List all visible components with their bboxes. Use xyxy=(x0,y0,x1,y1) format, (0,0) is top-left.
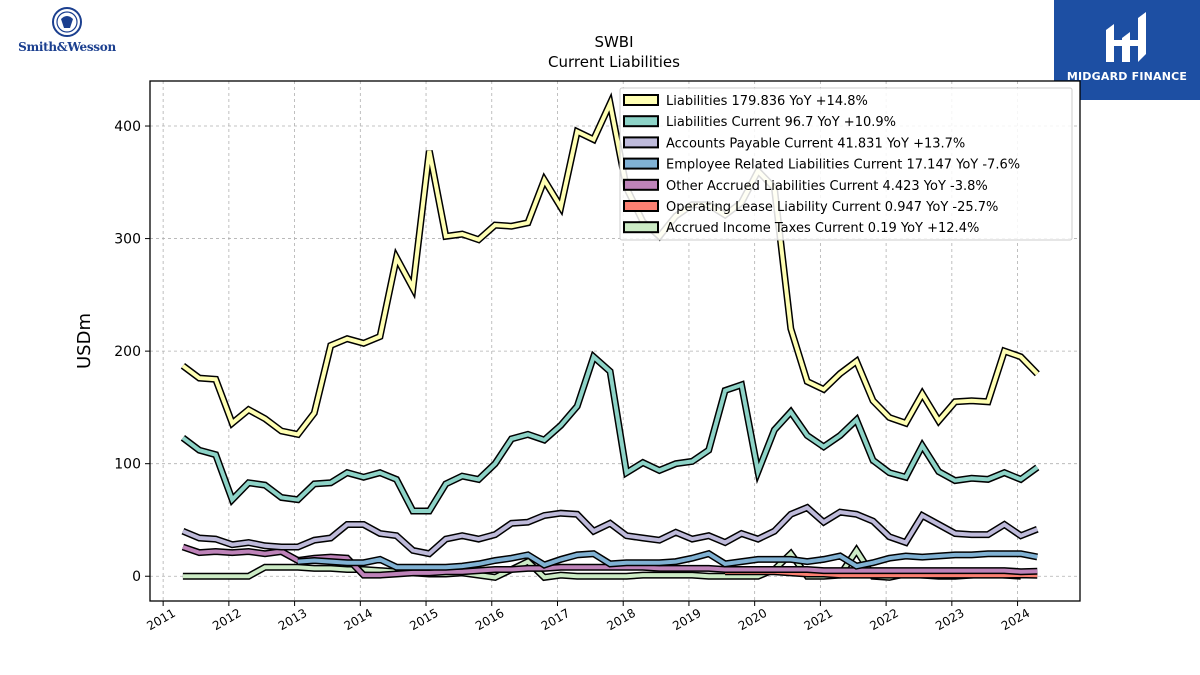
plot-frame xyxy=(149,80,1081,602)
x-tick-label: 2014 xyxy=(342,606,375,633)
legend-label: Accrued Income Taxes Current 0.19 YoY +1… xyxy=(666,221,979,236)
x-tick-label: 2012 xyxy=(210,606,243,633)
y-tick-label: 100 xyxy=(114,457,141,473)
series-liabilities xyxy=(180,92,1040,439)
legend-swatch xyxy=(623,115,659,128)
legend-label: Employee Related Liabilities Current 17.… xyxy=(666,158,1020,173)
y-tick-label: 400 xyxy=(114,119,141,135)
x-tick-label: 2024 xyxy=(999,606,1032,633)
x-tick-label: 2017 xyxy=(539,606,572,633)
series-line xyxy=(182,505,1039,556)
legend-label: Accounts Payable Current 41.831 YoY +13.… xyxy=(666,136,965,151)
legend-swatch xyxy=(623,178,659,191)
x-tick-label: 2019 xyxy=(670,606,703,633)
legend-label: Liabilities 179.836 YoY +14.8% xyxy=(666,94,868,109)
x-tick-label: 2021 xyxy=(802,606,835,633)
series-accounts-payable-current xyxy=(181,503,1039,558)
legend: Liabilities 179.836 YoY +14.8% Liabilitie… xyxy=(619,87,1073,241)
series-line xyxy=(181,97,1039,437)
x-tick-label: 2016 xyxy=(473,606,506,633)
series-employee-related-liabilities-current xyxy=(297,549,1038,571)
x-tick-label: 2018 xyxy=(604,606,637,633)
series-line xyxy=(297,551,1038,570)
legend-label: Operating Lease Liability Current 0.947 … xyxy=(666,200,998,215)
y-axis-label: USDm xyxy=(74,313,95,369)
company-emblem-icon xyxy=(52,7,82,37)
legend-swatch xyxy=(623,200,659,212)
partner-logo: MIDGARD FINANCE xyxy=(1054,0,1200,100)
legend-swatch xyxy=(623,94,659,106)
series-liabilities-current xyxy=(180,350,1040,515)
series-line xyxy=(181,353,1039,513)
legend-swatch xyxy=(623,136,659,149)
legend-swatch xyxy=(623,221,659,234)
company-logo: Smith&Wesson xyxy=(6,6,128,58)
chart-subtitle: Current Liabilities xyxy=(548,53,680,71)
legend-label: Liabilities Current 96.7 YoY +10.9% xyxy=(666,115,896,130)
legend-label: Other Accrued Liabilities Current 4.423 … xyxy=(666,179,988,194)
x-tick-label: 2022 xyxy=(867,606,900,633)
y-tick-label: 300 xyxy=(114,232,141,248)
x-tick-label: 2011 xyxy=(144,606,177,633)
chart-title: SWBI xyxy=(594,33,633,51)
y-tick-label: 0 xyxy=(132,569,141,585)
x-tick-label: 2013 xyxy=(276,606,309,633)
x-tick-label: 2023 xyxy=(933,606,966,633)
legend-box xyxy=(619,87,1073,241)
x-tick-label: 2015 xyxy=(407,606,440,633)
series-layer xyxy=(180,92,1040,582)
partner-emblem-icon xyxy=(1106,12,1146,62)
y-tick-label: 200 xyxy=(114,344,141,360)
company-wordmark: Smith&Wesson xyxy=(18,40,116,54)
legend-swatch xyxy=(623,157,659,170)
x-tick-label: 2020 xyxy=(736,606,769,633)
partner-wordmark: MIDGARD FINANCE xyxy=(1066,70,1188,83)
